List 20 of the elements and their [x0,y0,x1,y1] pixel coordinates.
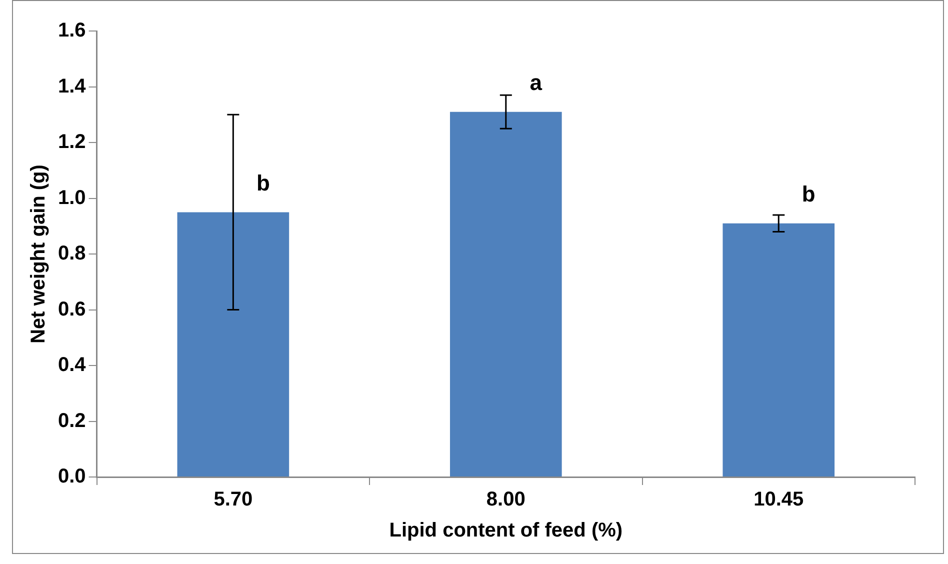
bar [177,212,290,476]
annotation: b [802,181,816,206]
y-tick-label: 0.4 [58,354,87,376]
x-tick-label: 5.70 [214,488,253,511]
annotation: b [256,170,270,196]
y-tick-label: 0.2 [58,410,86,432]
x-axis-title: Lipid content of feed (%) [389,520,623,542]
bar [450,112,562,476]
y-tick-label: 1.4 [58,75,87,98]
y-tick-label: 1.2 [58,131,86,154]
y-tick-label: 1.6 [58,20,86,42]
y-axis-title: Net weight gain (g) [28,164,50,344]
y-tick-label: 1.0 [58,186,86,209]
x-tick-label: 8.00 [486,488,526,511]
y-tick-label: 0.8 [58,242,86,265]
annotation: a [530,70,543,95]
bar [722,223,835,476]
x-tick-label: 10.45 [754,488,804,511]
y-tick-label: 0.6 [58,298,86,320]
y-tick-label: 0.0 [58,466,86,488]
